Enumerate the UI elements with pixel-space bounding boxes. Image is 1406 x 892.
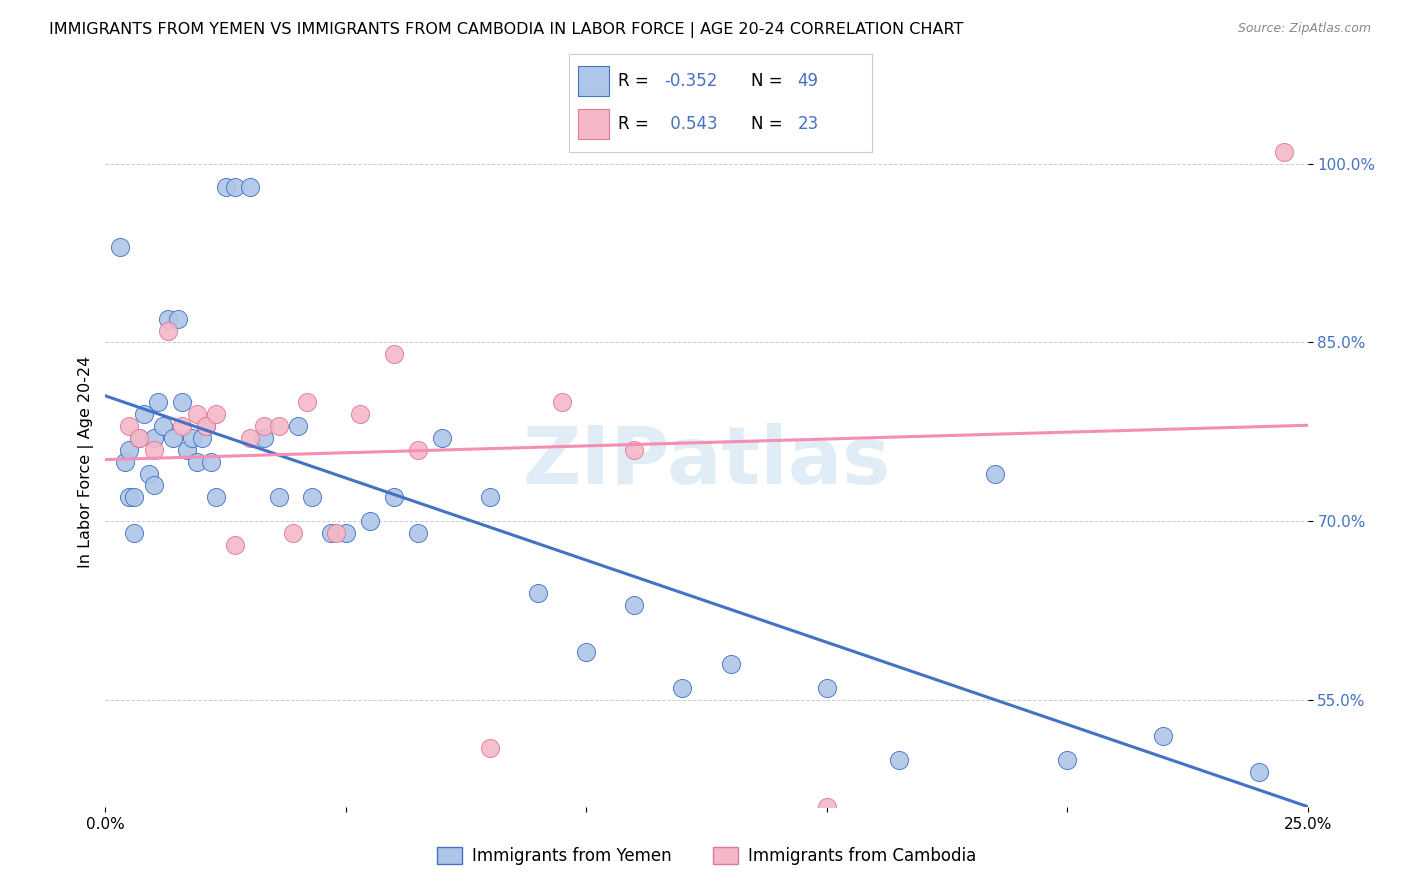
Text: R =: R =	[617, 115, 654, 133]
Point	[335, 526, 357, 541]
Point	[200, 455, 222, 469]
Point	[551, 395, 574, 409]
Point	[720, 657, 742, 672]
Point	[1272, 145, 1295, 159]
Point	[172, 418, 194, 433]
Point	[195, 418, 218, 433]
Point	[142, 478, 165, 492]
Point	[253, 431, 276, 445]
Point	[297, 395, 319, 409]
Point	[166, 311, 188, 326]
Point	[479, 740, 502, 755]
Point	[128, 431, 150, 445]
Point	[205, 491, 228, 505]
Point	[406, 442, 429, 457]
Point	[406, 526, 429, 541]
Text: 23: 23	[797, 115, 818, 133]
Point	[281, 526, 304, 541]
Point	[186, 407, 208, 421]
Point	[287, 418, 309, 433]
Point	[321, 526, 343, 541]
Point	[623, 598, 645, 612]
Point	[671, 681, 693, 695]
Point	[162, 431, 184, 445]
Point	[815, 681, 838, 695]
Point	[301, 491, 323, 505]
Text: -0.352: -0.352	[665, 72, 718, 90]
Y-axis label: In Labor Force | Age 20-24: In Labor Force | Age 20-24	[79, 356, 94, 567]
Point	[124, 526, 146, 541]
Point	[181, 431, 204, 445]
Point	[239, 431, 262, 445]
Point	[172, 395, 194, 409]
Point	[224, 180, 246, 194]
FancyBboxPatch shape	[578, 66, 609, 95]
Point	[142, 431, 165, 445]
Point	[224, 538, 246, 552]
Point	[239, 180, 262, 194]
Point	[195, 418, 218, 433]
Text: IMMIGRANTS FROM YEMEN VS IMMIGRANTS FROM CAMBODIA IN LABOR FORCE | AGE 20-24 COR: IMMIGRANTS FROM YEMEN VS IMMIGRANTS FROM…	[49, 22, 963, 38]
Point	[152, 418, 174, 433]
Point	[267, 418, 290, 433]
Point	[1152, 729, 1174, 743]
Point	[190, 431, 212, 445]
Point	[186, 455, 208, 469]
Point	[132, 407, 155, 421]
Point	[214, 180, 236, 194]
Point	[118, 442, 141, 457]
Point	[430, 431, 453, 445]
Point	[205, 407, 228, 421]
Point	[1249, 764, 1271, 779]
Point	[156, 311, 179, 326]
Point	[108, 240, 131, 254]
Point	[142, 442, 165, 457]
Text: 49: 49	[797, 72, 818, 90]
Point	[1056, 753, 1078, 767]
Point	[118, 418, 141, 433]
Point	[124, 491, 146, 505]
Point	[267, 491, 290, 505]
Point	[128, 431, 150, 445]
Point	[382, 491, 405, 505]
Point	[887, 753, 910, 767]
FancyBboxPatch shape	[578, 110, 609, 139]
Text: 0.543: 0.543	[665, 115, 717, 133]
Point	[253, 418, 276, 433]
Point	[527, 585, 550, 599]
Point	[114, 455, 136, 469]
Point	[156, 324, 179, 338]
Text: ZIPatlas: ZIPatlas	[523, 423, 890, 500]
Point	[325, 526, 347, 541]
Text: N =: N =	[751, 115, 787, 133]
Point	[118, 491, 141, 505]
Point	[176, 442, 198, 457]
Point	[984, 467, 1007, 481]
Point	[359, 514, 381, 528]
Point	[349, 407, 371, 421]
Legend: Immigrants from Yemen, Immigrants from Cambodia: Immigrants from Yemen, Immigrants from C…	[430, 840, 983, 871]
Text: Source: ZipAtlas.com: Source: ZipAtlas.com	[1237, 22, 1371, 36]
Point	[623, 442, 645, 457]
Point	[479, 491, 502, 505]
Point	[138, 467, 160, 481]
Point	[382, 347, 405, 361]
Text: R =: R =	[617, 72, 654, 90]
Point	[148, 395, 170, 409]
Text: N =: N =	[751, 72, 787, 90]
Point	[815, 800, 838, 814]
Point	[575, 645, 598, 659]
